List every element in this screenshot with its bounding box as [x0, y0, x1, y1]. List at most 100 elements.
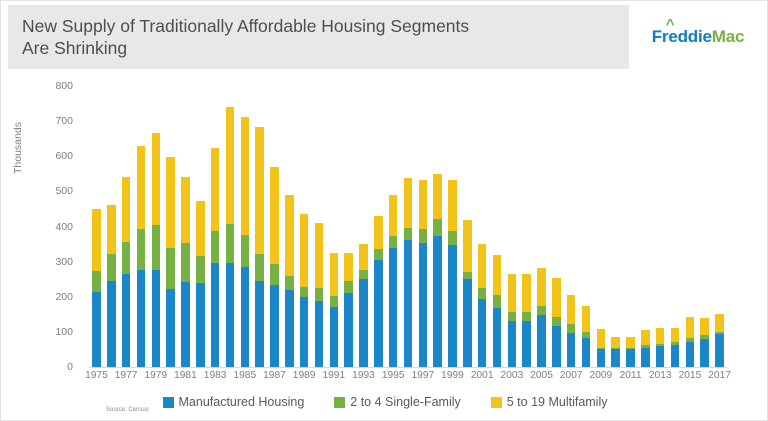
stacked-bar	[121, 177, 131, 367]
bar-segment	[270, 285, 279, 367]
x-tick-label: 2005	[530, 370, 553, 381]
logo-mac-text: Mac	[711, 27, 745, 46]
stacked-bar	[611, 337, 620, 367]
page-title-line2: Are Shrinking	[22, 38, 128, 58]
legend-swatch-icon	[334, 396, 346, 408]
bar-segment	[181, 242, 190, 283]
bar-segment	[477, 299, 487, 367]
bar-segment	[196, 283, 205, 367]
bar-segment	[670, 344, 680, 367]
stacked-bar	[655, 328, 665, 367]
stacked-bar	[92, 208, 101, 367]
x-tick-label: 1989	[292, 370, 316, 381]
legend-swatch-icon	[162, 396, 174, 408]
bar-segment	[329, 296, 339, 307]
bar-segment	[522, 311, 531, 321]
bar-segment	[418, 229, 428, 243]
y-tick-label: 0	[67, 361, 73, 373]
x-tick-label: 2001	[470, 370, 494, 381]
bar-segment	[685, 317, 695, 338]
bar-segment	[374, 249, 383, 261]
stacked-bar	[418, 180, 428, 367]
bar-segment	[552, 317, 561, 326]
bar-segment	[581, 338, 591, 367]
stacked-bar	[314, 223, 324, 367]
bar-segment	[611, 337, 620, 349]
bar-segment	[136, 270, 146, 367]
bar-segment	[596, 329, 606, 348]
bar-segment	[121, 241, 131, 274]
page-title: New Supply of Traditionally Affordable H…	[8, 15, 469, 59]
stacked-bar	[136, 145, 146, 367]
stacked-bar	[477, 243, 487, 367]
bar-segment	[596, 349, 606, 367]
bar-segment	[285, 290, 294, 367]
bar-segment	[522, 321, 531, 367]
legend-item: 2 to 4 Single-Family	[334, 395, 461, 409]
bar-segment	[641, 347, 650, 367]
legend: Manufactured Housing 2 to 4 Single-Family…	[1, 395, 767, 409]
x-tick-label: 1977	[114, 370, 138, 381]
bar-segment	[626, 337, 635, 348]
bar-segment	[685, 337, 695, 343]
bar-segment	[92, 292, 101, 367]
bar-segment	[433, 219, 442, 236]
bar-segment	[166, 289, 175, 367]
stacked-bar	[374, 216, 383, 367]
bar-segment	[255, 253, 264, 282]
stacked-bar	[700, 318, 709, 367]
bar-segment	[626, 347, 635, 349]
bar-segment	[477, 287, 487, 300]
bar-segment	[655, 345, 665, 367]
bar-segment	[225, 223, 235, 264]
stacked-bar	[225, 107, 235, 367]
bar-segment	[151, 225, 161, 270]
bar-segment	[359, 270, 368, 280]
stacked-bar	[522, 273, 531, 367]
x-tick-label: 1975	[85, 370, 108, 381]
stacked-bar	[270, 166, 279, 367]
bar-segment	[210, 147, 220, 232]
bar-segment	[596, 347, 606, 350]
bar-segment	[166, 247, 175, 290]
bar-segment	[507, 321, 517, 367]
x-tick-label: 2017	[708, 370, 731, 381]
bar-segment	[151, 269, 161, 367]
stacked-bar	[685, 317, 695, 367]
freddie-mac-logo: ^ FreddieMac	[651, 16, 745, 47]
stacked-bar	[581, 305, 591, 367]
bar-segment	[626, 348, 635, 367]
bar-segment	[107, 254, 116, 281]
x-axis: 1975 1977 1979 1981 1983 1985 1987 1989 1991 1993…	[85, 370, 731, 383]
stacked-bar	[285, 194, 294, 367]
bar-segment	[107, 280, 116, 367]
x-tick-label: 2011	[619, 370, 642, 381]
bar-segment	[641, 345, 650, 348]
bar-segment	[611, 349, 620, 367]
bar-segment	[196, 256, 205, 284]
bar-segment	[359, 244, 368, 271]
bar-segment	[463, 219, 472, 273]
y-tick-label: 100	[55, 325, 73, 338]
logo-freddie-text: Freddie	[651, 27, 712, 46]
y-tick-label: 800	[55, 80, 73, 92]
bar-segment	[655, 343, 665, 346]
x-tick-label: 2007	[559, 370, 583, 381]
bar-segment	[537, 315, 546, 367]
bar-segment	[225, 263, 235, 367]
bar-segment	[136, 145, 146, 230]
header: New Supply of Traditionally Affordable H…	[8, 5, 767, 69]
stacked-bar	[299, 213, 309, 367]
bar-segment	[537, 305, 546, 316]
logo-area: ^ FreddieMac	[629, 5, 767, 69]
bar-segment	[700, 335, 709, 339]
bar-segment	[670, 327, 680, 343]
bar-segment	[403, 228, 413, 241]
bar-segment	[700, 318, 709, 336]
bar-segment	[329, 306, 339, 367]
bar-segment	[314, 223, 324, 289]
stacked-bar	[196, 200, 205, 367]
y-tick-label: 200	[55, 290, 73, 303]
bar-segment	[552, 277, 561, 318]
